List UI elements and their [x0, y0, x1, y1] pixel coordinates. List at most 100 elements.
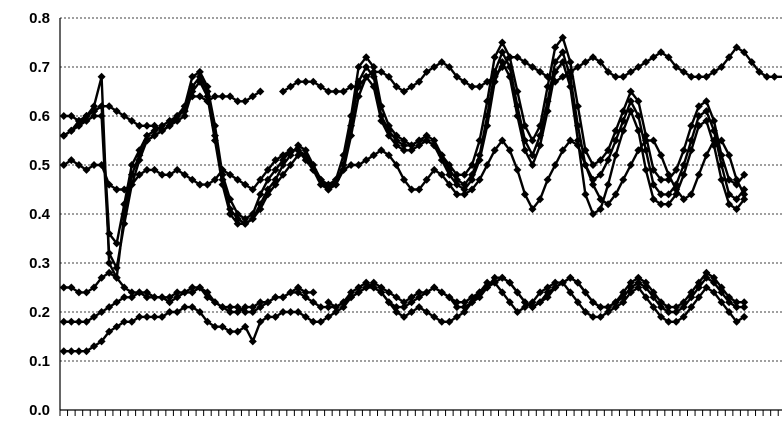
data-point [82, 347, 91, 356]
data-point [641, 293, 650, 302]
data-point [694, 102, 703, 111]
data-point [551, 67, 560, 76]
data-point [694, 121, 703, 130]
data-point [195, 92, 204, 101]
data-point [263, 298, 272, 307]
data-point [551, 58, 560, 67]
data-point [173, 293, 182, 302]
data-point [702, 116, 711, 125]
data-point [679, 146, 688, 155]
data-point [256, 175, 265, 184]
data-point [67, 156, 76, 165]
data-point [369, 283, 378, 292]
data-point [732, 303, 741, 312]
data-point [725, 308, 734, 316]
data-point [158, 126, 167, 135]
data-point [256, 298, 265, 307]
y-tick-label: 0.7 [29, 59, 50, 76]
data-point [611, 136, 620, 145]
data-point [475, 82, 484, 91]
data-point [687, 121, 696, 130]
data-point [127, 180, 136, 189]
data-point [226, 308, 235, 316]
data-point [641, 283, 650, 292]
data-point [210, 92, 219, 101]
data-point [407, 141, 416, 150]
data-point [520, 298, 529, 307]
data-point [581, 308, 590, 316]
data-point [430, 312, 439, 321]
data-point [634, 146, 643, 155]
data-point [407, 146, 416, 155]
data-point [422, 308, 431, 316]
data-point [604, 308, 613, 316]
data-point [135, 170, 144, 179]
data-point [135, 288, 144, 297]
data-point [694, 293, 703, 302]
data-point [536, 195, 545, 204]
data-point [188, 303, 197, 312]
data-point [399, 87, 408, 96]
data-point [105, 259, 114, 267]
data-point [97, 102, 106, 111]
data-point [263, 175, 272, 184]
data-point [536, 298, 545, 307]
data-point [422, 175, 431, 184]
data-point [294, 288, 303, 297]
data-point [127, 293, 136, 302]
data-point [347, 161, 356, 169]
data-point [657, 48, 666, 57]
data-point [460, 298, 469, 307]
data-point [717, 136, 726, 145]
data-point [445, 317, 454, 326]
data-point [67, 283, 76, 292]
data-point [233, 97, 242, 106]
data-point [422, 136, 431, 145]
data-point [528, 136, 537, 145]
data-point [604, 200, 613, 209]
data-point [316, 180, 325, 189]
data-point [203, 288, 212, 297]
data-point [664, 308, 673, 316]
data-point [399, 141, 408, 150]
data-point [551, 161, 560, 169]
data-point [702, 273, 711, 282]
data-point [634, 278, 643, 287]
data-point [384, 131, 393, 140]
data-point [218, 180, 227, 189]
data-point [165, 293, 174, 302]
data-point [248, 308, 257, 316]
data-point [142, 312, 151, 321]
series-group [59, 33, 782, 356]
data-point [498, 48, 507, 57]
data-point [241, 180, 250, 189]
data-point [188, 72, 197, 81]
data-point [657, 190, 666, 199]
data-point [279, 308, 288, 316]
data-point [180, 112, 189, 120]
data-point [672, 303, 681, 312]
data-point [165, 170, 174, 179]
data-point [203, 92, 212, 101]
data-point [679, 303, 688, 312]
data-point [528, 298, 537, 307]
data-point [528, 303, 537, 312]
data-point [657, 151, 666, 160]
data-point [233, 308, 242, 316]
data-point [90, 107, 99, 116]
data-point [271, 156, 280, 165]
data-point [248, 337, 257, 346]
data-point [558, 146, 567, 155]
data-point [127, 161, 136, 169]
data-point [732, 175, 741, 184]
data-point [286, 151, 295, 160]
data-point [581, 58, 590, 67]
data-point [331, 308, 340, 316]
data-point [445, 180, 454, 189]
y-tick-label: 0.5 [29, 157, 50, 174]
data-point [649, 180, 658, 189]
data-point [226, 92, 235, 101]
y-tick-label: 0.0 [29, 402, 50, 419]
data-point [611, 190, 620, 199]
data-point [354, 63, 363, 71]
